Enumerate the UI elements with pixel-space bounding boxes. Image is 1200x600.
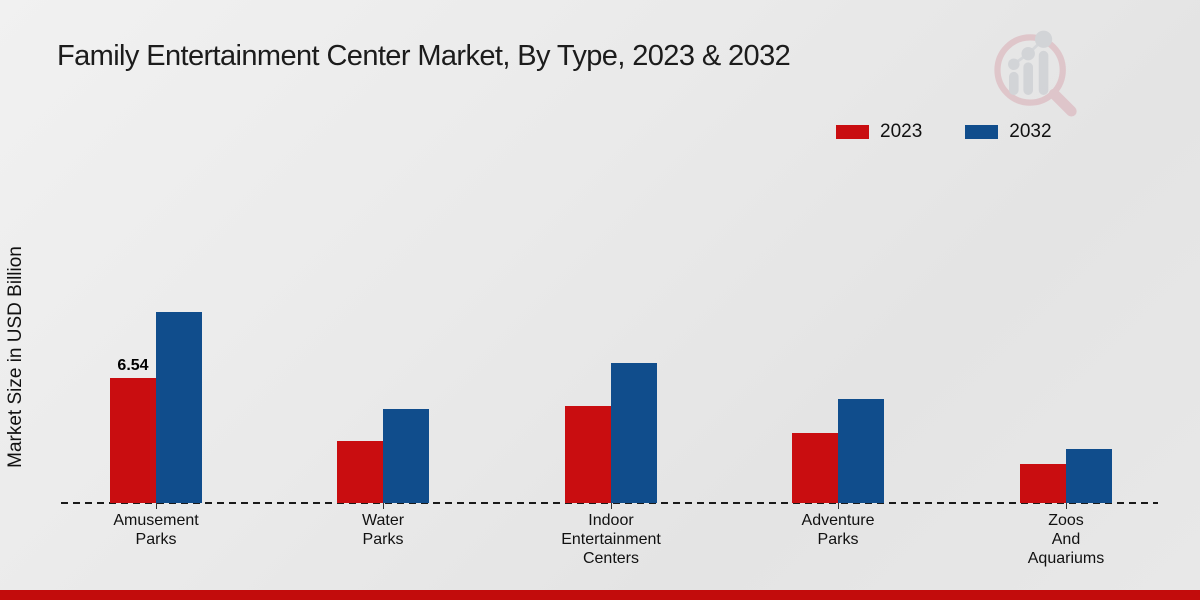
- bar-2023-water-parks: [337, 441, 383, 503]
- footer-accent-bar: [0, 590, 1200, 600]
- x-axis-category-label: Zoos And Aquariums: [1027, 512, 1105, 567]
- bar-2032-zoos-and-aquariums: [1066, 449, 1112, 503]
- x-axis-baseline: [61, 502, 1158, 504]
- x-axis-tick: [1066, 503, 1067, 509]
- x-axis-category-label: Amusement Parks: [113, 512, 199, 548]
- x-axis-category-label: Water Parks: [361, 512, 405, 548]
- bar-2032-adventure-parks: [838, 399, 884, 503]
- legend-label-2023: 2023: [880, 121, 923, 142]
- bar-2023-zoos-and-aquariums: [1020, 464, 1066, 503]
- x-axis-category-label: Indoor Entertainment Centers: [561, 512, 661, 567]
- legend-swatch-2023: [836, 125, 869, 139]
- bar-2023-adventure-parks: [792, 433, 838, 503]
- bar-value-label: 6.54: [117, 357, 149, 374]
- bar-2032-amusement-parks: [156, 312, 202, 503]
- bar-2032-indoor-entertainment-centers: [611, 363, 657, 503]
- x-axis-category-label: Adventure Parks: [801, 512, 875, 548]
- chart-title: Family Entertainment Center Market, By T…: [57, 40, 791, 72]
- legend: 2023 2032: [836, 121, 1052, 143]
- legend-label-2032: 2032: [1009, 121, 1052, 142]
- legend-item-2023: 2023: [836, 121, 922, 143]
- x-axis-tick: [383, 503, 384, 509]
- legend-item-2032: 2032: [965, 121, 1052, 143]
- x-axis-tick: [156, 503, 157, 509]
- bar-2023-amusement-parks: [110, 378, 156, 503]
- x-axis-tick: [611, 503, 612, 509]
- x-axis-tick: [838, 503, 839, 509]
- bar-2032-water-parks: [383, 409, 429, 503]
- bar-chart-magnifier-logo-icon: [994, 30, 1077, 117]
- bar-2023-indoor-entertainment-centers: [565, 406, 611, 503]
- legend-swatch-2032: [965, 125, 999, 139]
